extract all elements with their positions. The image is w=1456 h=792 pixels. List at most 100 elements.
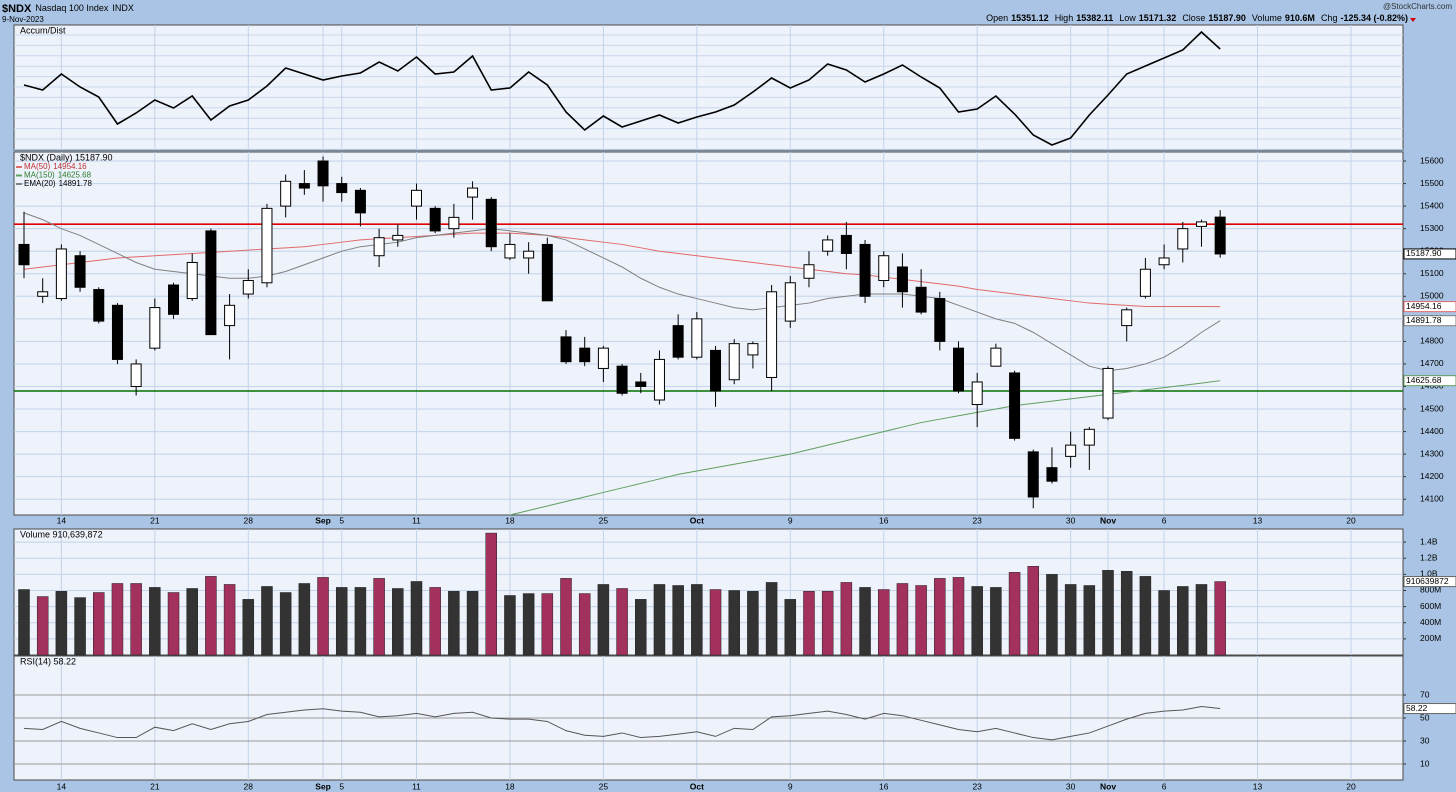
candle-body <box>448 216 460 230</box>
volume-bar <box>1008 572 1021 656</box>
y-tick-label: 14300 <box>1420 448 1444 458</box>
quote-value: 15382.11 <box>1076 13 1113 23</box>
y-tick-label: 14100 <box>1420 493 1444 503</box>
y-tick-label: 14800 <box>1420 336 1444 346</box>
volume-bar <box>560 578 572 656</box>
y-tick-label: 15000 <box>1420 291 1444 301</box>
candle-body <box>990 347 1002 367</box>
y-tick-label: 15500 <box>1420 178 1444 188</box>
x-tick-label: 18 <box>505 781 515 791</box>
value-tag: 910639872 <box>1406 576 1449 586</box>
volume-bar <box>728 590 740 656</box>
x-tick-label: 23 <box>972 781 982 791</box>
candle-body <box>1027 451 1039 498</box>
candle-body <box>1102 367 1114 419</box>
candle-body <box>186 261 198 300</box>
candle-body <box>915 286 927 313</box>
x-tick-label: 18 <box>505 515 515 525</box>
y-tick-label: 15300 <box>1420 223 1444 233</box>
candle-body <box>111 304 123 360</box>
volume-bar <box>747 591 759 656</box>
volume-bar <box>821 591 834 656</box>
volume-bar <box>111 583 124 656</box>
quote-label: Close <box>1182 13 1205 23</box>
volume-bar <box>1214 581 1226 656</box>
candle-body <box>280 180 292 207</box>
candle-body <box>747 343 759 356</box>
candle-body <box>710 349 722 392</box>
volume-bar <box>597 584 610 656</box>
y-tick-label: 1.0B <box>1420 569 1438 579</box>
volume-bar <box>896 583 909 656</box>
index-name: Nasdaq 100 Index <box>35 3 109 13</box>
volume-bar <box>242 599 255 656</box>
value-tag: 14954.16 <box>1406 301 1442 311</box>
volume-bar <box>18 589 30 656</box>
volume-bar <box>840 582 853 656</box>
x-tick-label: 20 <box>1346 515 1356 525</box>
volume-bar <box>130 583 142 656</box>
legend-name: MA(150) <box>24 171 55 180</box>
x-tick-label: 11 <box>412 781 421 791</box>
rsi-title: RSI(14) 58.22 <box>20 656 76 666</box>
x-tick-label: 20 <box>1346 781 1356 791</box>
volume-bar <box>373 578 385 656</box>
quote: Open 15351.12 High 15382.11 Low 15171.32 Close… <box>986 13 1408 23</box>
volume-bar <box>709 589 722 656</box>
y-tick-label: 14400 <box>1420 426 1444 436</box>
x-tick-label: 14 <box>57 515 67 525</box>
x-tick-label: 25 <box>599 515 609 525</box>
x-tick-label: 23 <box>972 515 982 525</box>
quote-value: 910.6M <box>1285 13 1315 23</box>
candle-body <box>504 243 516 259</box>
volume-bar <box>859 587 871 656</box>
value-tag-box <box>1403 375 1456 387</box>
x-tick-label: Sep <box>315 781 331 791</box>
volume-bar <box>1064 584 1077 656</box>
x-tick-label: Sep <box>315 515 331 525</box>
value-tag-box <box>1403 248 1456 260</box>
candle-body <box>485 198 497 248</box>
volume-bar <box>410 581 423 656</box>
x-tick-label: 13 <box>1253 515 1263 525</box>
volume-bar <box>223 584 236 656</box>
value-tag-box <box>1403 703 1456 715</box>
x-tick-label: 14 <box>57 781 67 791</box>
volume-bar <box>55 591 68 656</box>
moving-average <box>23 212 1221 372</box>
volume-title: Volume 910,639,872 <box>20 529 103 539</box>
volume-bar <box>167 592 180 656</box>
legend-value: 14891.78 <box>59 179 93 188</box>
volume-bar <box>653 584 666 656</box>
candle-body <box>392 234 404 241</box>
candle-body <box>1046 467 1058 482</box>
y-tick-label: 1.4B <box>1420 536 1438 546</box>
change-arrow <box>1410 18 1416 22</box>
candle-body <box>822 239 834 252</box>
y-tick-label: 15100 <box>1420 268 1444 278</box>
candle-body <box>859 243 871 297</box>
candle-body <box>242 280 254 295</box>
source: @StockCharts.com <box>1383 2 1452 11</box>
volume-bar <box>36 596 49 656</box>
x-tick-label: 9 <box>788 515 793 525</box>
value-tag-box <box>1403 301 1456 313</box>
candle-body <box>93 289 105 322</box>
x-tick-label: 11 <box>412 515 421 525</box>
candle-body <box>130 363 142 387</box>
volume-bar <box>522 593 535 656</box>
y-tick-label: 15400 <box>1420 200 1444 210</box>
x-tick-label: 16 <box>879 781 889 791</box>
x-tick-label: 5 <box>339 515 344 525</box>
candle-body <box>541 243 553 302</box>
quote-label: Volume <box>1252 13 1282 23</box>
moving-average <box>509 380 1221 515</box>
x-tick-label: 6 <box>1162 781 1167 791</box>
candle-body <box>1121 309 1133 327</box>
candle-body <box>373 237 385 257</box>
volume-panel <box>13 528 1404 656</box>
x-tick-label: 25 <box>599 781 609 791</box>
volume-bar <box>541 593 554 656</box>
volume-bar <box>1027 566 1040 656</box>
